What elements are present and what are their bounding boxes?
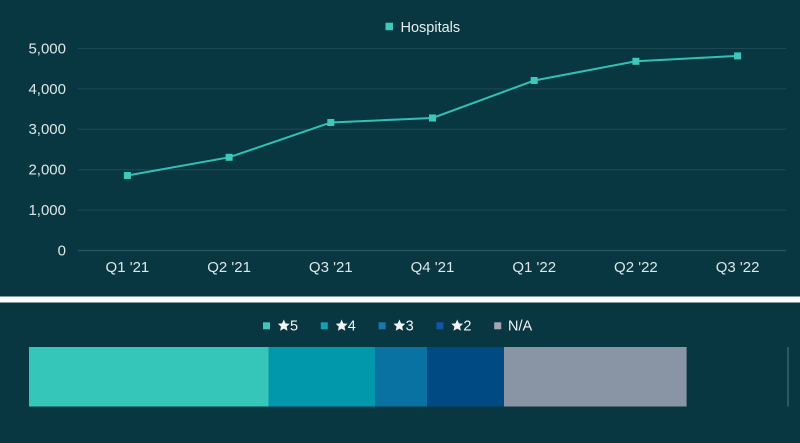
svg-text:3: 3 xyxy=(406,319,414,335)
svg-text:Q2 '21: Q2 '21 xyxy=(207,259,251,276)
svg-text:Hospitals: Hospitals xyxy=(401,20,461,36)
svg-text:4: 4 xyxy=(348,319,356,335)
svg-text:Q1 '21: Q1 '21 xyxy=(106,259,150,276)
svg-text:Q3 '22: Q3 '22 xyxy=(716,259,760,276)
svg-text:3,000: 3,000 xyxy=(28,121,66,138)
svg-text:0: 0 xyxy=(58,242,66,259)
svg-text:Q4 '21: Q4 '21 xyxy=(411,259,455,276)
svg-text:2,000: 2,000 xyxy=(28,162,66,179)
svg-text:2: 2 xyxy=(463,319,471,335)
svg-text:Q2 '22: Q2 '22 xyxy=(614,259,658,276)
svg-text:4,000: 4,000 xyxy=(28,81,66,98)
svg-text:Q3 '21: Q3 '21 xyxy=(309,259,353,276)
svg-text:5: 5 xyxy=(290,319,298,335)
svg-text:Q1 '22: Q1 '22 xyxy=(512,259,556,276)
svg-text:N/A: N/A xyxy=(508,319,533,335)
svg-text:5,000: 5,000 xyxy=(28,40,66,57)
svg-text:1,000: 1,000 xyxy=(28,202,66,219)
